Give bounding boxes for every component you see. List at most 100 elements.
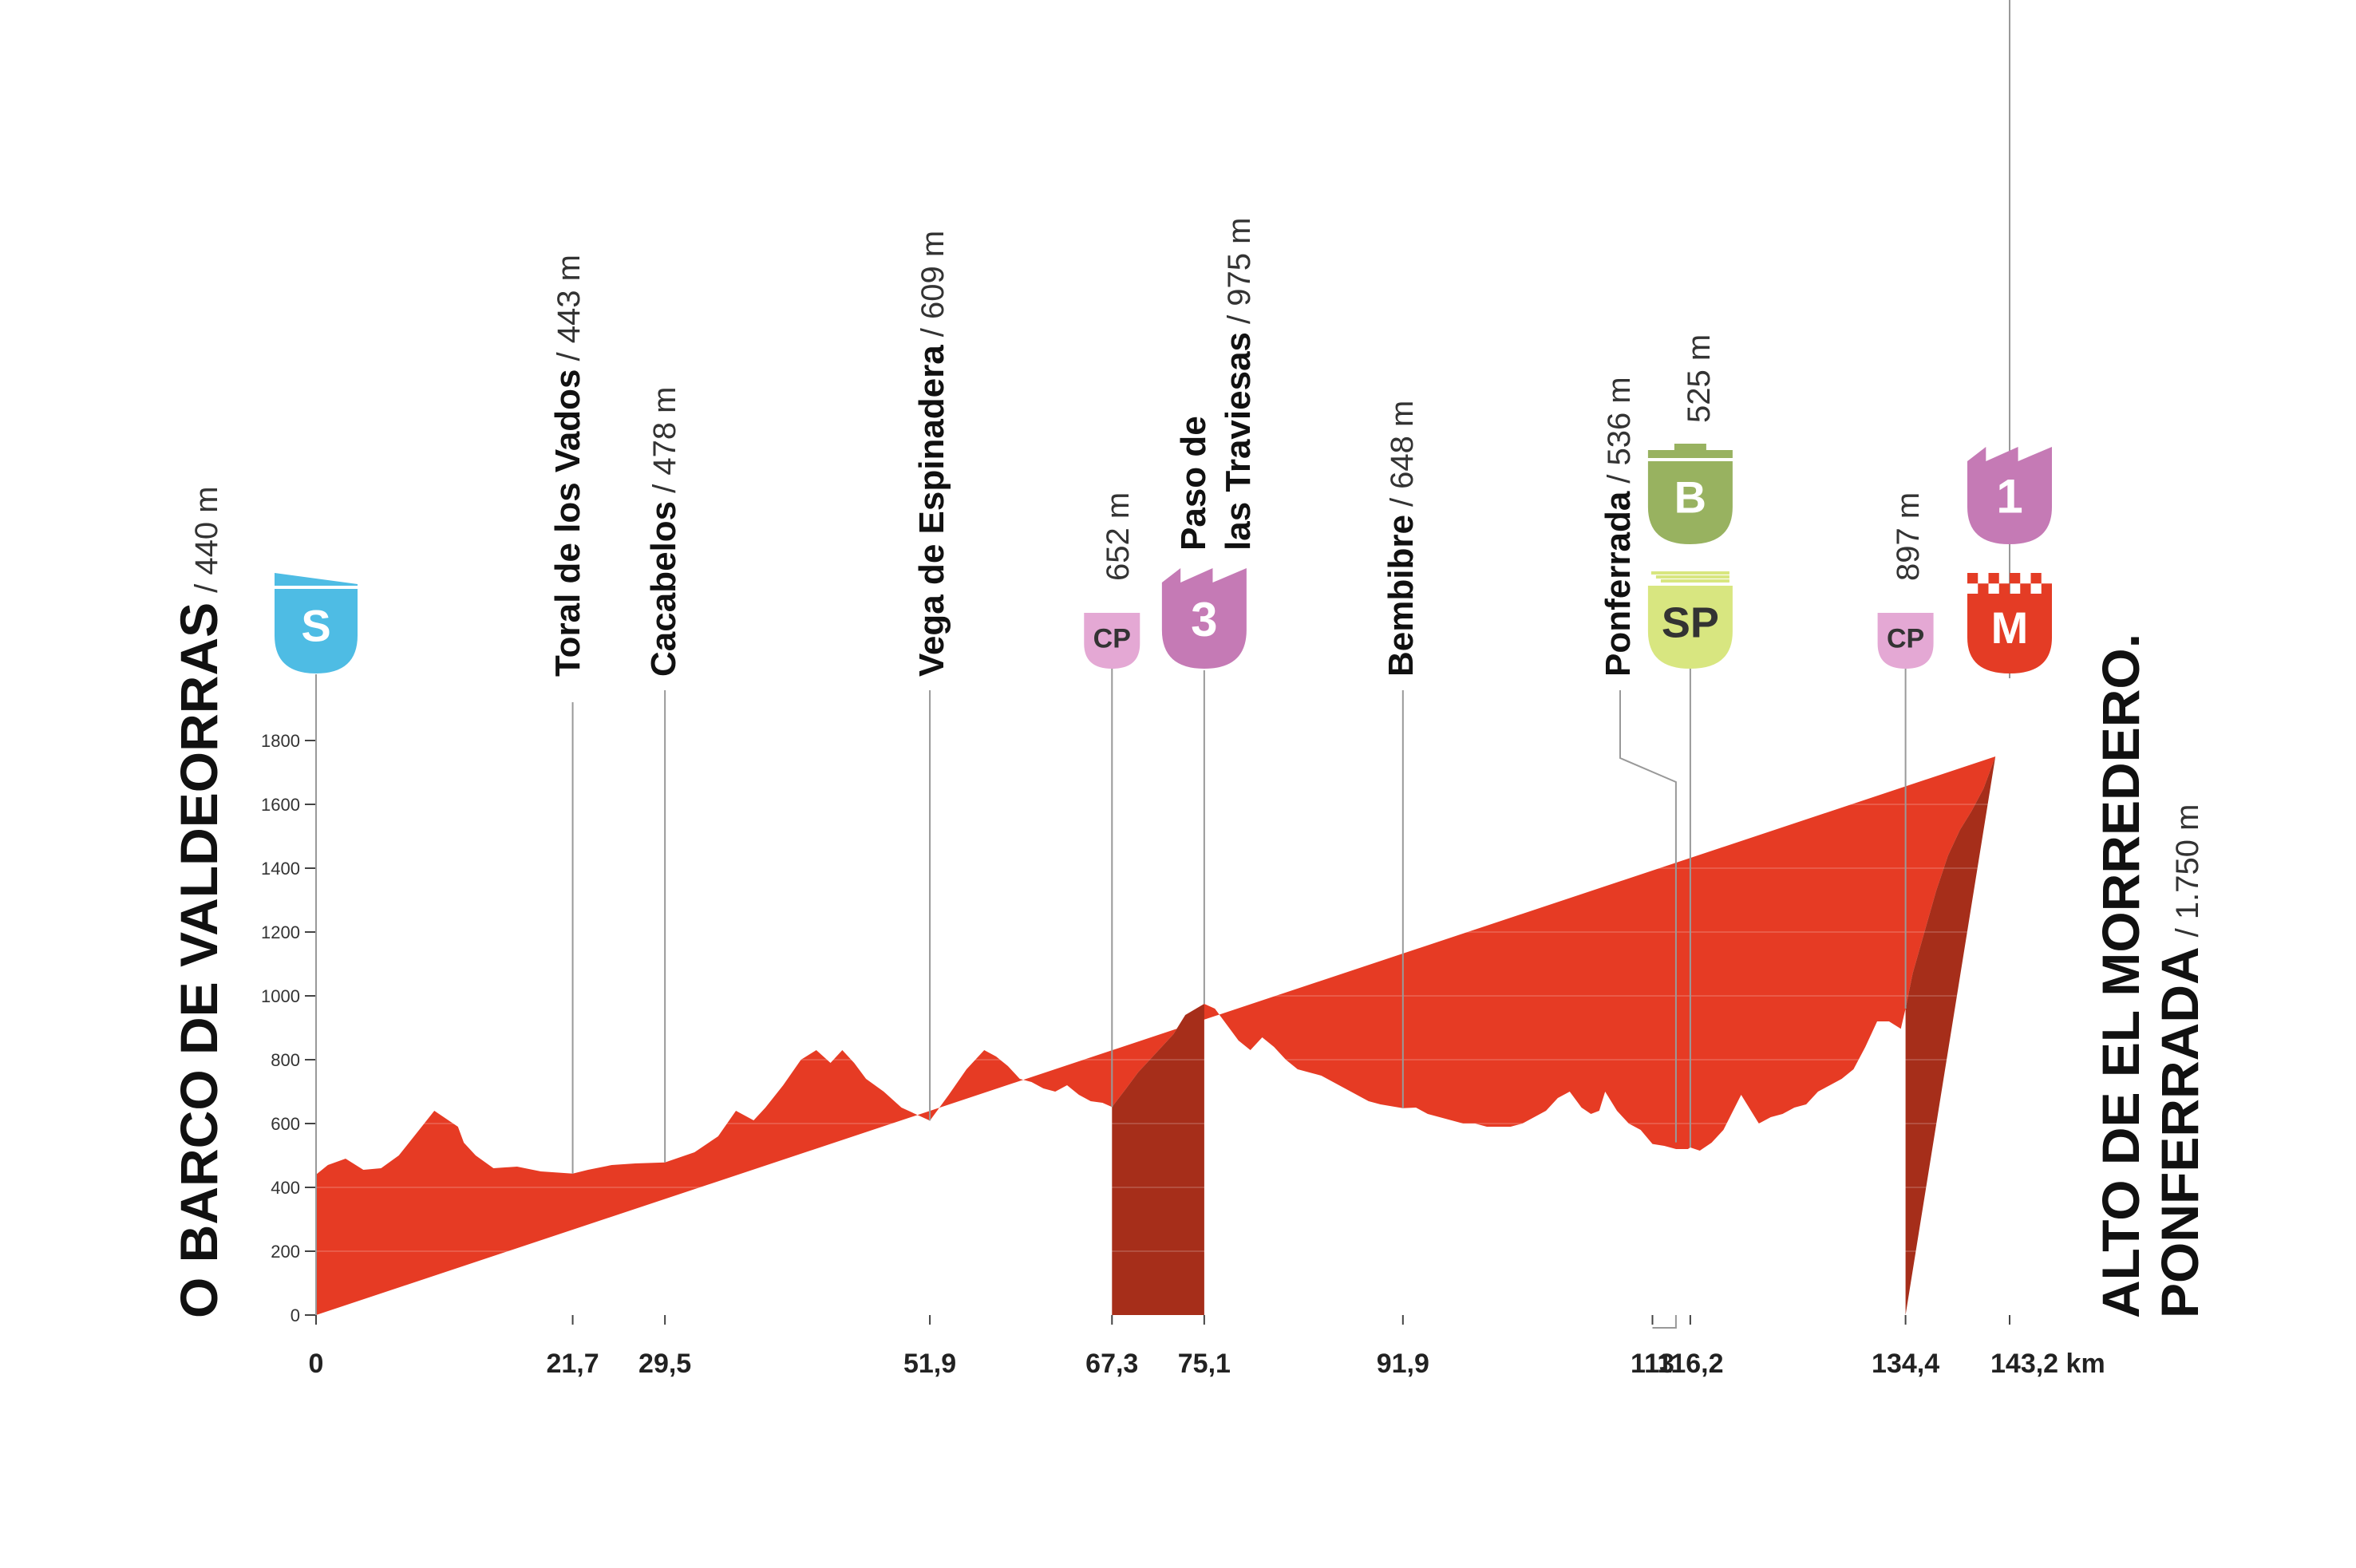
badge-shield	[1647, 461, 1733, 544]
x-tick-label: 75,1	[1178, 1349, 1231, 1379]
y-tick-label: 1800	[261, 731, 300, 751]
y-tick-label: 600	[271, 1114, 300, 1134]
badge-label: CP	[1093, 623, 1131, 654]
badge-shield	[1084, 613, 1140, 669]
waypoint-altitude: / 478 m	[647, 386, 682, 492]
y-tick-label: 800	[271, 1050, 300, 1070]
waypoint-name-line2: las Traviesas	[1219, 332, 1258, 551]
cp2-altitude: 897 m	[1891, 492, 1926, 581]
waypoint-name: Vega de Espinadera	[912, 345, 951, 677]
sprint-stripes	[1655, 575, 1729, 579]
finish-name-line1: ALTO DE EL MORREDERO.	[2091, 634, 2150, 1318]
x-tick-label: 51,9	[903, 1349, 956, 1379]
bonus-cap-top	[1674, 444, 1706, 452]
badge-shield	[275, 589, 358, 673]
checker-square	[1967, 573, 1978, 584]
waypoint-labels: Toral de los Vados / 443 m Cacabelos / 478 …	[169, 218, 2209, 1318]
waypoint-ponferrada: Ponferrada / 536 m	[1599, 377, 1638, 677]
badge-shield	[1877, 613, 1934, 669]
badge-label: 3	[1191, 593, 1217, 646]
x-tick-label: 0	[309, 1349, 324, 1379]
ponferrada-x-leader	[1652, 1315, 1677, 1329]
y-tick-label: 1400	[261, 859, 300, 879]
climb-segment-1	[1905, 756, 1996, 1315]
waypoint-name: Toral de los Vados	[548, 369, 587, 677]
badge-label: S	[301, 601, 330, 651]
waypoint-name: Cacabelos	[644, 501, 683, 677]
start-label: O BARCO DE VALDEORRAS / 440 m	[169, 486, 228, 1318]
x-tick-label: 21,7	[546, 1349, 599, 1379]
sprint-badge: SP	[1647, 571, 1733, 669]
waypoint-altitude: / 536 m	[1602, 377, 1637, 483]
waypoint-name: Bembibre	[1382, 515, 1421, 677]
checker-square	[2041, 583, 2052, 594]
climb-flags	[1161, 568, 1247, 583]
cp-badge-1: CP	[1084, 613, 1140, 669]
checker-square	[2020, 583, 2031, 594]
cp1-altitude: 652 m	[1101, 492, 1136, 581]
climb-segment-0	[1112, 1004, 1204, 1315]
start-flag	[275, 573, 358, 586]
y-tick-label: 1200	[261, 922, 300, 942]
y-tick-label: 1000	[261, 986, 300, 1006]
y-tick-label: 0	[291, 1305, 300, 1325]
x-tick-label: 143,2 km	[1990, 1349, 2105, 1379]
waypoint-bembibre: Bembibre / 648 m	[1382, 401, 1421, 677]
sprint-stripes	[1650, 571, 1729, 575]
axes: 0 200 400 600 800 1000 1200 1400 1600 1800 0 21,7 29…	[261, 731, 2105, 1379]
bonus-cap	[1647, 450, 1733, 458]
waypoint-altitude: / 975 m	[1222, 218, 1257, 324]
y-tick-label: 1600	[261, 795, 300, 815]
climb-flags	[1967, 447, 2052, 461]
x-tick-label: 134,4	[1872, 1349, 1939, 1379]
x-tick-label: 67,3	[1085, 1349, 1138, 1379]
sprint-altitude: 525 m	[1682, 334, 1717, 423]
climb-cat3-badge: 3	[1161, 568, 1247, 669]
waypoint-paso: Paso de las Traviesas / 975 m	[1174, 218, 1258, 551]
badge-shield	[1647, 586, 1733, 669]
start-altitude: / 440 m	[189, 486, 224, 592]
finish-name-line2: PONFERRADA	[2150, 946, 2209, 1318]
y-tick-label: 400	[271, 1178, 300, 1198]
badge-shield	[1161, 583, 1247, 669]
profile-fill	[316, 756, 1996, 1315]
y-tick-label: 200	[271, 1242, 300, 1262]
waypoint-cacabelos: Cacabelos / 478 m	[644, 386, 683, 677]
finish-badge: M	[1967, 573, 2052, 673]
badge-label: 1	[1996, 469, 2022, 523]
badge-label: CP	[1887, 623, 1924, 654]
climb-cat1-badge: 1	[1967, 447, 2052, 544]
waypoint-toral: Toral de los Vados / 443 m	[548, 255, 587, 677]
badge-label: M	[1991, 602, 2029, 653]
badge-label: B	[1674, 472, 1706, 522]
start-name: O BARCO DE VALDEORRAS	[169, 602, 228, 1318]
ponferrada-leader	[1619, 690, 1677, 1143]
finish-label: ALTO DE EL MORREDERO.PONFERRADA / 1.750 m	[2091, 634, 2209, 1318]
start-badge: S	[275, 573, 358, 673]
profile-area	[316, 756, 1996, 1315]
checker-square	[1978, 583, 1989, 594]
waypoint-altitude: / 443 m	[551, 255, 587, 361]
cp-badge-2: CP	[1877, 613, 1934, 669]
badges: S CP 3 SP B CP M 1	[275, 444, 2052, 673]
waypoint-name-line1: Paso de	[1174, 416, 1213, 551]
checker-square	[1988, 573, 1999, 584]
checker-square	[1998, 583, 2010, 594]
x-tick-label: 29,5	[638, 1349, 691, 1379]
x-tick-label: 91,9	[1377, 1349, 1429, 1379]
checker-square	[2010, 573, 2021, 584]
badge-shield	[1967, 461, 2052, 544]
waypoint-altitude: / 648 m	[1385, 401, 1420, 507]
x-tick-label: 116,2	[1657, 1349, 1723, 1379]
waypoint-altitude: / 609 m	[915, 231, 951, 337]
waypoint-name: Ponferrada	[1599, 491, 1638, 677]
altitude-gridlines	[316, 740, 2010, 1252]
badge-shield	[1967, 594, 2052, 673]
finish-altitude: / 1.750 m	[2170, 804, 2205, 938]
badge-label: SP	[1662, 598, 1719, 646]
bonus-badge: B	[1647, 444, 1733, 544]
waypoint-vega: Vega de Espinadera / 609 m	[912, 231, 951, 677]
sprint-stripes	[1660, 579, 1729, 583]
checker-square	[2030, 573, 2042, 584]
